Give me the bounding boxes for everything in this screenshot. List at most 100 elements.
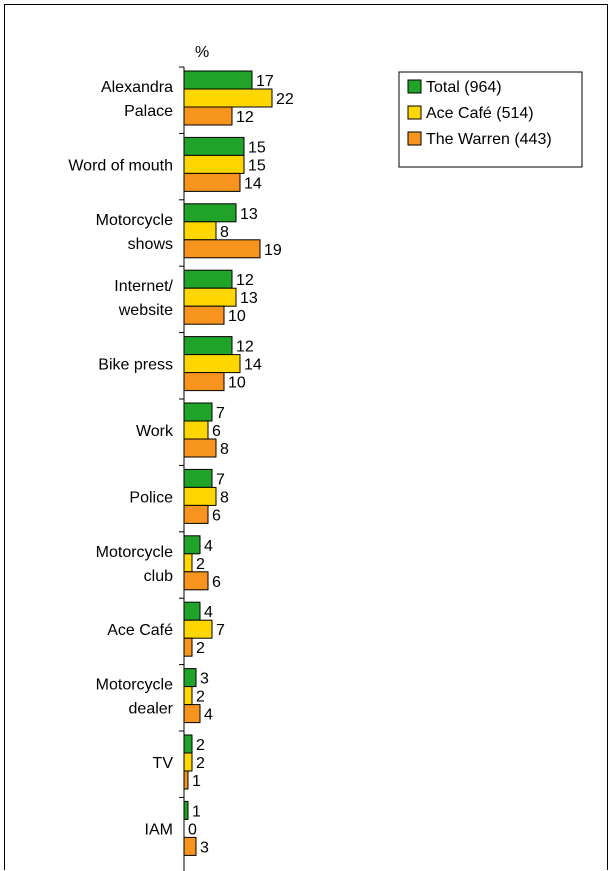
data-label: 12 <box>236 272 254 289</box>
data-label: 1 <box>192 773 201 790</box>
data-label: 2 <box>196 737 205 754</box>
category-label: IAM <box>145 821 173 838</box>
category-label-line: club <box>144 568 173 585</box>
category-label-line: dealer <box>129 701 174 718</box>
data-label: 7 <box>216 622 225 639</box>
bar <box>183 571 209 591</box>
category-axis <box>179 66 185 871</box>
bar <box>183 354 241 374</box>
data-label: 1 <box>192 803 201 820</box>
data-label: 4 <box>204 604 213 621</box>
bar <box>183 704 201 724</box>
bar <box>183 734 193 754</box>
bar <box>183 504 209 524</box>
category-label: Motorcycle dealer <box>96 677 174 718</box>
data-label: 14 <box>244 357 262 374</box>
category-label-line: Motorcycle <box>96 677 173 694</box>
bar <box>183 486 217 506</box>
category-label-line: Word of mouth <box>68 157 173 174</box>
category-label: Motorcycle club <box>96 544 173 585</box>
data-label: 6 <box>212 423 221 440</box>
legend-label: Ace Café (514) <box>426 105 534 122</box>
bar <box>183 637 193 657</box>
data-label: 3 <box>200 671 209 688</box>
legend-swatch <box>407 131 422 146</box>
bar <box>183 305 225 325</box>
legend: Total (964) Ace Café (514) The Warren (443… <box>398 71 583 168</box>
category-label: Alexandra Palace <box>101 79 173 120</box>
data-label: 4 <box>204 538 213 555</box>
data-label: 14 <box>244 175 262 192</box>
bar <box>183 468 213 488</box>
category-label-line: Motorcycle <box>96 212 173 229</box>
data-label: 6 <box>212 574 221 591</box>
data-label: 8 <box>220 224 229 241</box>
category-label-line: IAM <box>145 821 173 838</box>
data-label: 7 <box>216 471 225 488</box>
category-label-line: Alexandra <box>101 79 173 96</box>
bar <box>183 668 197 688</box>
bar <box>183 70 253 90</box>
data-label: 13 <box>240 290 258 307</box>
data-label: 19 <box>264 242 282 259</box>
legend-box <box>398 71 583 168</box>
category-label: Ace Café <box>107 622 173 639</box>
bar <box>183 535 201 555</box>
category-label-line: Ace Café <box>107 622 173 639</box>
category-label-line: shows <box>128 236 173 253</box>
category-label: Word of mouth <box>68 157 173 174</box>
data-label: 15 <box>248 139 266 156</box>
bar <box>183 438 217 458</box>
data-label: 15 <box>248 157 266 174</box>
category-label-line: Motorcycle <box>96 544 173 561</box>
data-label: 22 <box>276 91 294 108</box>
data-label: 17 <box>256 73 274 90</box>
bar <box>183 372 225 392</box>
data-label: 7 <box>216 405 225 422</box>
bar <box>183 752 193 772</box>
data-label: 8 <box>220 441 229 458</box>
bar <box>183 221 217 241</box>
bar <box>183 106 233 126</box>
data-label: 2 <box>196 556 205 573</box>
bar <box>183 800 189 820</box>
bar <box>183 239 261 259</box>
bar <box>183 154 245 174</box>
data-label: 3 <box>200 839 209 856</box>
bar <box>183 172 241 192</box>
category-label-line: Bike press <box>98 357 173 374</box>
bar <box>183 601 201 621</box>
unit-label: % <box>195 44 209 61</box>
data-label: 0 <box>188 821 197 838</box>
bar <box>183 203 237 223</box>
bar <box>183 553 193 573</box>
bar <box>183 619 213 639</box>
data-label: 2 <box>196 689 205 706</box>
bar <box>183 402 213 422</box>
legend-label: Total (964) <box>426 79 502 96</box>
legend-label: The Warren (443) <box>426 131 552 148</box>
chart-frame: % 17 22 12 15 15 14 13 8 19 12 13 10 12 14 10 7 6 8 7 8 6 4 2 6… <box>4 4 608 871</box>
category-label: Work <box>136 423 174 440</box>
bar <box>183 420 209 440</box>
bar <box>183 686 193 706</box>
category-label-line: TV <box>153 755 174 772</box>
category-label-line: website <box>118 302 173 319</box>
data-label: 2 <box>196 640 205 657</box>
data-label: 8 <box>220 489 229 506</box>
category-label: Bike press <box>98 357 173 374</box>
bar <box>183 136 245 156</box>
data-label: 6 <box>212 507 221 524</box>
data-label: 10 <box>228 375 246 392</box>
data-label: 4 <box>204 707 213 724</box>
category-label-line: Police <box>129 489 173 506</box>
bar-chart: % 17221215151413819121310121410768786426… <box>68 44 583 871</box>
category-label: TV <box>153 755 174 772</box>
bars-group: 1722121515141381912131012141076878642647… <box>183 70 294 856</box>
data-label: 13 <box>240 206 258 223</box>
bar <box>183 269 233 289</box>
category-label: Police <box>129 489 173 506</box>
data-label: 12 <box>236 339 254 356</box>
category-label-line: Work <box>136 423 174 440</box>
legend-swatch <box>407 105 422 120</box>
